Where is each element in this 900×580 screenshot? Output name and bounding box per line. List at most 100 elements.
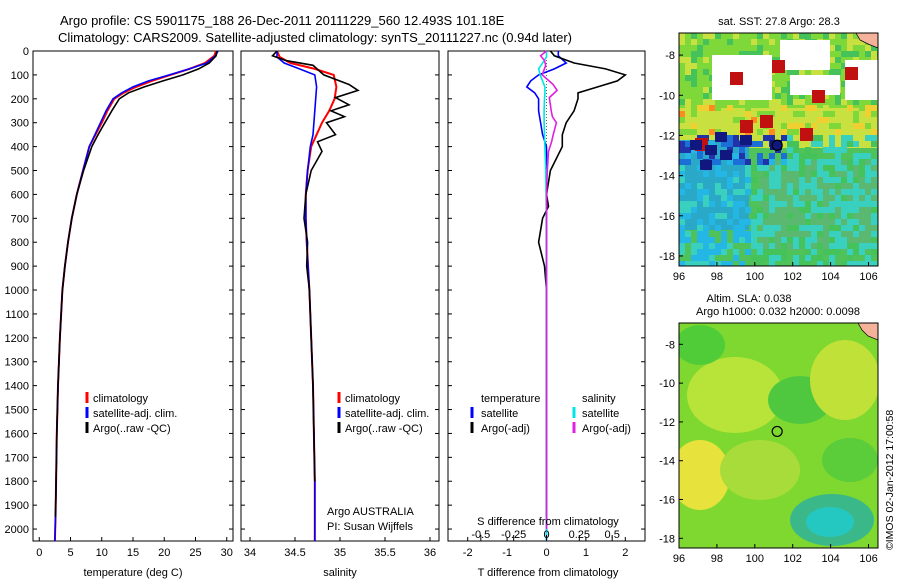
sst-cell bbox=[871, 261, 877, 266]
depth-tick-label: 900 bbox=[11, 261, 29, 273]
sst-cell bbox=[865, 177, 871, 183]
sst-cell bbox=[679, 57, 685, 63]
sst-cell bbox=[679, 159, 685, 165]
sst-cell bbox=[697, 237, 703, 243]
sst-cell bbox=[685, 51, 691, 57]
sst-cell bbox=[709, 129, 715, 135]
legend-label-climatology: climatology bbox=[93, 393, 149, 405]
sst-cell bbox=[871, 111, 877, 117]
sst-cell bbox=[799, 165, 805, 171]
sst-cell bbox=[775, 201, 781, 207]
sst-cell bbox=[727, 141, 733, 147]
sst-cell bbox=[853, 141, 859, 147]
sst-cell bbox=[805, 117, 811, 123]
sst-cell bbox=[739, 153, 745, 159]
sst-cell bbox=[775, 255, 781, 261]
salinity-depth-ticks bbox=[241, 50, 439, 530]
sst-cell bbox=[847, 51, 853, 57]
sst-cell bbox=[721, 39, 727, 45]
sst-cell bbox=[739, 267, 745, 273]
lat-tick-label: -18 bbox=[659, 533, 675, 545]
temperature-panel: 0100200300400500600700800900100011001200… bbox=[5, 46, 234, 579]
sst-cell bbox=[847, 177, 853, 183]
sst-cell bbox=[817, 231, 823, 237]
sla-low-blob-4 bbox=[679, 325, 725, 365]
legend-label-sal-argo: Argo(-adj) bbox=[582, 423, 631, 435]
sst-cell bbox=[703, 57, 709, 63]
sst-cell bbox=[757, 195, 763, 201]
sst-cell bbox=[853, 159, 859, 165]
sst-cell bbox=[775, 225, 781, 231]
sst-cell bbox=[835, 183, 841, 189]
sst-cell bbox=[799, 171, 805, 177]
x-tick-label: 5 bbox=[67, 547, 73, 559]
t-difference-axis-label: T difference from climatology bbox=[478, 567, 619, 579]
depth-tick-label: 200 bbox=[11, 94, 29, 106]
sst-cell bbox=[715, 165, 721, 171]
difference-depth-ticks bbox=[448, 50, 645, 530]
sst-cell bbox=[721, 231, 727, 237]
lon-tick-label: 98 bbox=[711, 553, 723, 565]
sst-cell bbox=[817, 69, 823, 75]
sst-cell bbox=[769, 201, 775, 207]
sst-cell bbox=[703, 45, 709, 51]
sst-cell bbox=[793, 255, 799, 261]
sst-cell bbox=[811, 255, 817, 261]
depth-tick-label: 300 bbox=[11, 118, 29, 130]
sst-cell bbox=[703, 249, 709, 255]
sst-cell bbox=[793, 99, 799, 105]
sst-cell bbox=[679, 75, 685, 81]
sst-cell bbox=[739, 33, 745, 39]
sst-cell bbox=[799, 159, 805, 165]
sst-cell bbox=[817, 201, 823, 207]
sst-cell bbox=[829, 207, 835, 213]
difference-lines bbox=[525, 50, 628, 541]
sst-cell bbox=[871, 105, 877, 111]
sst-cell bbox=[691, 129, 697, 135]
depth-tick-label: 1100 bbox=[5, 309, 29, 321]
sst-cell bbox=[769, 231, 775, 237]
sst-cell bbox=[763, 255, 769, 261]
sst-cell bbox=[703, 195, 709, 201]
difference-legend-salinity: salinity satellite Argo(-adj) bbox=[572, 393, 631, 435]
sst-cell bbox=[805, 255, 811, 261]
sst-cell bbox=[871, 141, 877, 147]
sst-cell bbox=[781, 237, 787, 243]
sst-cell bbox=[859, 171, 865, 177]
sst-cell bbox=[709, 243, 715, 249]
x-tick-label: 35.5 bbox=[374, 547, 395, 559]
depth-tick-label: 1200 bbox=[5, 333, 29, 345]
sst-cell bbox=[787, 237, 793, 243]
sst-cell bbox=[715, 225, 721, 231]
sst-cell bbox=[715, 189, 721, 195]
sst-cell bbox=[763, 249, 769, 255]
sst-cell bbox=[841, 63, 847, 69]
sst-cell bbox=[793, 237, 799, 243]
sst-cell bbox=[691, 69, 697, 75]
java-coastline bbox=[857, 323, 878, 341]
sst-cell bbox=[811, 201, 817, 207]
sst-cell bbox=[841, 81, 847, 87]
depth-tick-label: 1300 bbox=[5, 357, 29, 369]
sst-cell bbox=[745, 231, 751, 237]
sst-cell bbox=[781, 33, 787, 39]
sst-cell bbox=[829, 231, 835, 237]
sst-cell bbox=[871, 171, 877, 177]
sst-cell bbox=[841, 261, 847, 266]
sst-cell bbox=[763, 51, 769, 57]
lat-tick-label: -18 bbox=[659, 251, 675, 263]
sst-cell bbox=[799, 255, 805, 261]
sla-low-blob-3 bbox=[822, 438, 878, 482]
sst-cell bbox=[685, 147, 691, 153]
s-tick-label: -0.5 bbox=[471, 529, 490, 541]
sst-cell bbox=[751, 177, 757, 183]
sst-cell bbox=[853, 183, 859, 189]
sst-cell bbox=[847, 243, 853, 249]
sst-cell bbox=[799, 33, 805, 39]
sst-cell bbox=[805, 159, 811, 165]
sst-cell bbox=[757, 219, 763, 225]
sst-cell bbox=[787, 159, 793, 165]
sst-cell bbox=[685, 237, 691, 243]
sst-cell bbox=[685, 207, 691, 213]
sst-cell bbox=[847, 201, 853, 207]
